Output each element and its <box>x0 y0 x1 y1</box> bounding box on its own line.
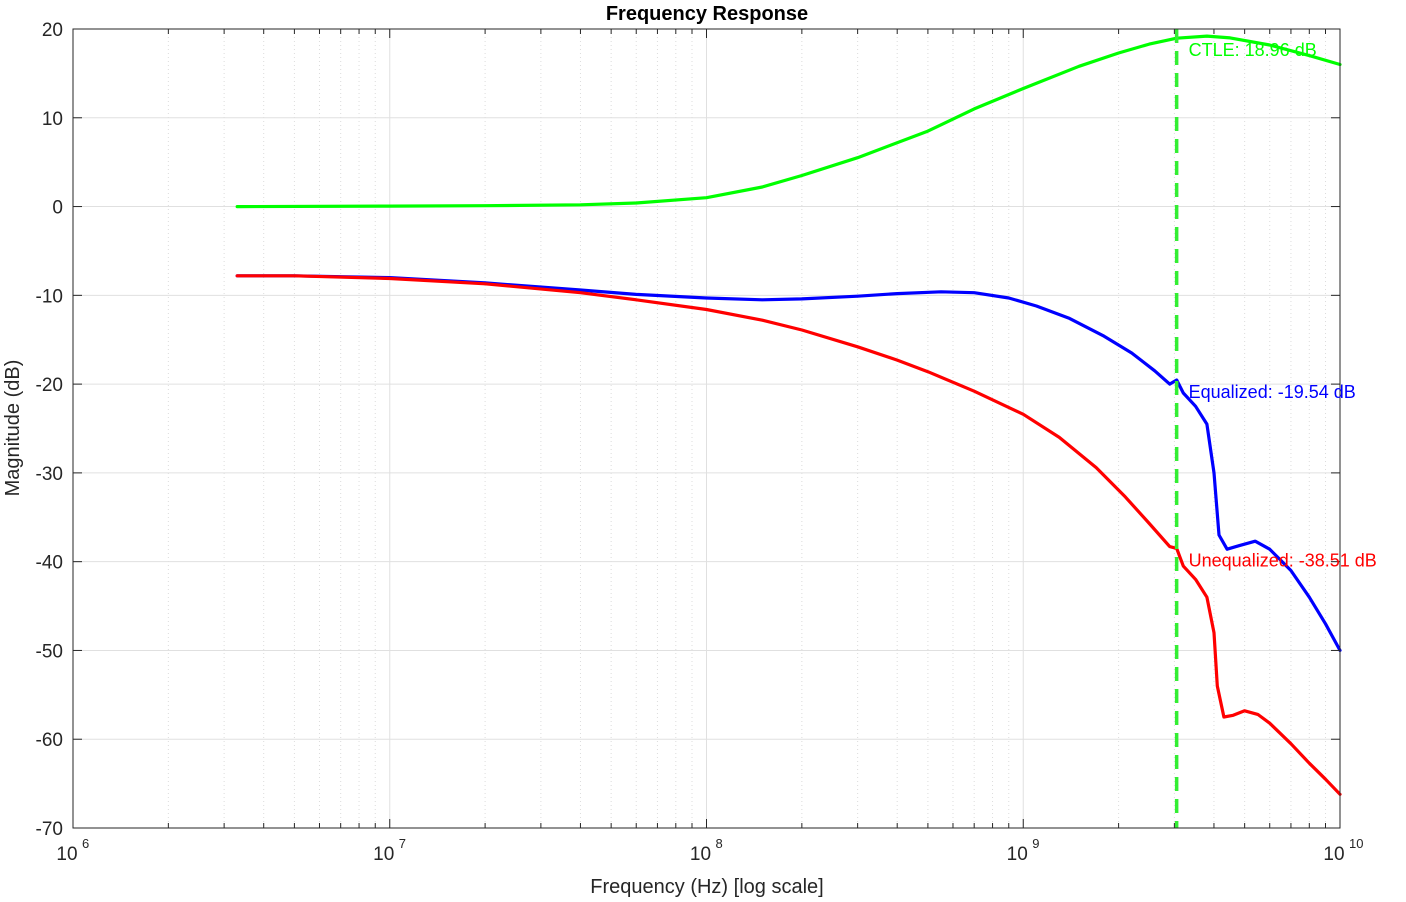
x-tick-label: 10 <box>373 844 394 865</box>
x-tick-label: 10 <box>1007 844 1028 865</box>
y-tick-label: -30 <box>36 464 63 485</box>
annotation-ctle_label: CTLE: 18.96 dB <box>1189 40 1317 60</box>
x-tick-exponent: 8 <box>716 836 723 851</box>
annotations: CTLE: 18.96 dB Equalized: -19.54 dB Unequa… <box>1189 40 1377 570</box>
chart-title: Frequency Response <box>606 3 808 25</box>
series-line-unequalized <box>235 274 1342 796</box>
y-tick-label: -60 <box>36 730 63 751</box>
y-tick-label: 20 <box>42 20 63 41</box>
x-tick-label: 10 <box>56 844 77 865</box>
series-layer <box>235 34 1342 796</box>
series-line-equalized <box>235 274 1342 652</box>
y-tick-label: -50 <box>36 641 63 662</box>
x-tick-exponent: 10 <box>1349 836 1363 851</box>
y-tick-label: -20 <box>36 375 63 396</box>
y-tick-label: -70 <box>36 819 63 840</box>
y-axis-ticks: 20 10 0 -10 -20 -30 -40 -50 -60 -70 <box>36 20 1340 840</box>
y-axis-label: Magnitude (dB) <box>2 360 24 497</box>
x-tick-label: 10 <box>690 844 711 865</box>
x-tick-exponent: 6 <box>82 836 89 851</box>
annotation-uneq_label: Unequalized: -38.51 dB <box>1189 550 1377 570</box>
x-axis-label: Frequency (Hz) [log scale] <box>590 876 823 898</box>
y-tick-label: -40 <box>36 553 63 574</box>
y-tick-label: 0 <box>52 198 63 219</box>
y-tick-label: -10 <box>36 286 63 307</box>
annotation-eq_label: Equalized: -19.54 dB <box>1189 382 1356 402</box>
x-tick-label: 10 <box>1323 844 1344 865</box>
x-axis-ticks: 10 6 10 7 10 8 10 9 10 10 <box>56 29 1363 865</box>
x-tick-exponent: 7 <box>399 836 406 851</box>
x-tick-exponent: 9 <box>1032 836 1039 851</box>
series-line-ctle <box>235 34 1342 209</box>
y-tick-label: 10 <box>42 109 63 130</box>
